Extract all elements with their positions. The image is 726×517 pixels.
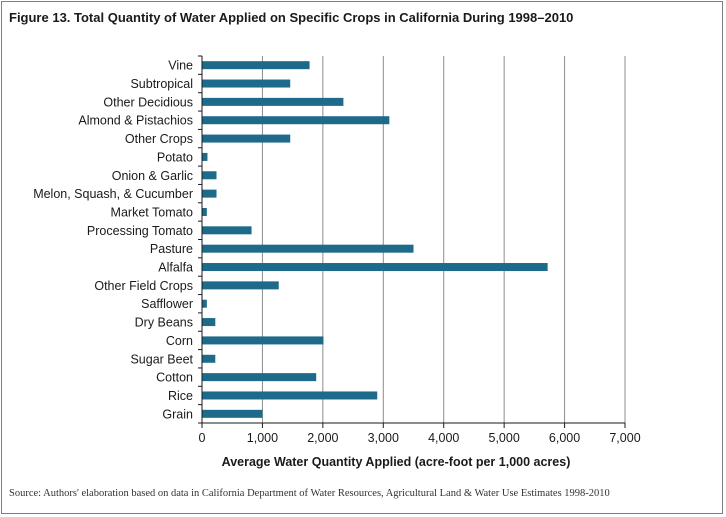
x-tick-label: 4,000: [428, 431, 459, 445]
bar: [202, 354, 216, 363]
category-label: Almond & Pistachios: [78, 114, 193, 128]
bar: [202, 97, 344, 106]
bar: [202, 79, 291, 88]
x-tick-label: 2,000: [307, 431, 338, 445]
source-note: Source: Authors' elaboration based on da…: [9, 488, 610, 499]
bar: [202, 336, 324, 345]
bar: [202, 409, 263, 418]
category-label: Melon, Squash, & Cucumber: [33, 187, 193, 201]
x-tick-label: 0: [199, 431, 206, 445]
bar: [202, 116, 390, 125]
category-label: Processing Tomato: [87, 224, 193, 238]
bar: [202, 61, 310, 70]
x-tick-label: 7,000: [609, 431, 640, 445]
x-tick-label: 5,000: [489, 431, 520, 445]
bar: [202, 152, 208, 161]
category-label: Onion & Garlic: [112, 169, 193, 183]
bar: [202, 207, 207, 216]
axes: [198, 55, 626, 428]
category-label: Other Decidious: [103, 95, 193, 109]
category-label: Corn: [166, 334, 193, 348]
gridlines: [261, 56, 626, 423]
bar: [202, 189, 217, 198]
x-axis-label: Average Water Quantity Applied (acre-foo…: [222, 455, 571, 469]
category-label: Sugar Beet: [130, 352, 193, 366]
category-label: Safflower: [141, 297, 193, 311]
category-label: Cotton: [156, 371, 193, 385]
category-label: Subtropical: [130, 77, 193, 91]
x-tick-labels: 0 1,000 2,000 3,000 4,000 5,000 6,000 7,000: [199, 431, 641, 445]
bar: [202, 318, 216, 327]
category-label: Pasture: [150, 242, 193, 256]
bar: [202, 171, 217, 180]
bar: [202, 373, 317, 382]
category-label: Other Field Crops: [94, 279, 193, 293]
x-tick-label: 3,000: [368, 431, 399, 445]
bars: [202, 61, 548, 418]
bar: [202, 226, 252, 235]
category-label: Rice: [168, 389, 193, 403]
category-label: Alfalfa: [158, 261, 193, 275]
bar: [202, 391, 378, 400]
category-label: Other Crops: [125, 132, 193, 146]
x-tick-label: 6,000: [549, 431, 580, 445]
bar: [202, 134, 291, 143]
bar: [202, 263, 548, 272]
category-label: Dry Beans: [135, 316, 193, 330]
category-label: Potato: [157, 150, 193, 164]
bar: [202, 244, 414, 253]
category-labels: Vine Subtropical Other Decidious Almond & P…: [33, 59, 193, 422]
chart-title: Figure 13. Total Quantity of Water Appli…: [9, 10, 574, 25]
category-label: Vine: [168, 59, 193, 73]
category-label: Grain: [162, 407, 193, 421]
x-tick-label: 1,000: [247, 431, 278, 445]
bar: [202, 281, 279, 290]
category-label: Market Tomato: [111, 205, 193, 219]
bar: [202, 299, 207, 308]
